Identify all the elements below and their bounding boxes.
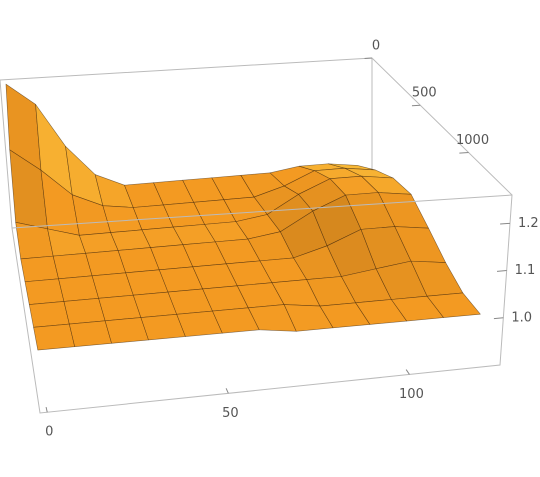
surface: [5, 83, 481, 351]
surface-patch: [63, 297, 106, 325]
x-tick: [225, 388, 229, 394]
y-tick: [459, 151, 469, 154]
y-tick-label: 500: [412, 86, 437, 101]
z-tick-label: 1.0: [511, 310, 532, 325]
x-tick-label: 100: [399, 387, 424, 402]
surface-patch: [20, 255, 59, 283]
x-tick: [45, 406, 48, 413]
surface-patch: [426, 292, 481, 318]
z-tick: [493, 317, 504, 320]
y-tick-label: 1000: [456, 133, 489, 148]
x-tick-label: 50: [222, 406, 239, 421]
x-tick-label: 0: [45, 425, 53, 440]
y-tick: [411, 104, 421, 107]
surface-patch: [58, 275, 99, 302]
z-tick: [496, 270, 507, 272]
surface-patch: [69, 320, 112, 348]
y-tick-label: 0: [372, 39, 380, 54]
surface-patch: [33, 323, 76, 351]
z-tick-label: 1.1: [515, 263, 536, 278]
z-tick: [500, 222, 511, 225]
x-tick: [405, 369, 410, 375]
surface-patch: [52, 252, 93, 280]
box-edge: [0, 79, 513, 414]
z-tick-label: 1.2: [518, 216, 539, 231]
surface-patch: [28, 301, 70, 328]
surface-patch: [24, 278, 65, 305]
